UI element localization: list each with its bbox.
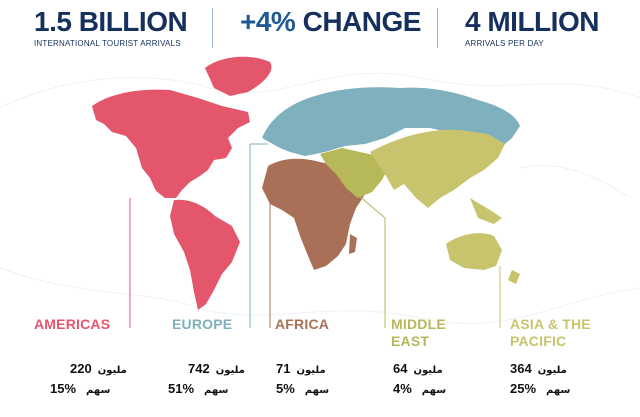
region-europe-shape [262, 87, 520, 156]
stat-change-word: CHANGE [295, 6, 422, 37]
metric-asia-pacific-arrivals: 364 مليون [510, 360, 567, 378]
metric-africa-share: 5% سهم [276, 380, 329, 398]
africa-arrivals-unit: مليون [296, 365, 326, 376]
europe-share-unit: سهم [204, 385, 229, 396]
region-label-middle-east: MIDDLE EAST [391, 316, 446, 350]
metric-middle-east-arrivals: 64 مليون [393, 360, 443, 378]
background-map-outline [0, 72, 640, 325]
region-label-asia-pacific-line1: ASIA & THE [510, 316, 591, 332]
stat-change: +4% CHANGE [240, 8, 421, 36]
metric-europe-arrivals: 742 مليون [188, 360, 245, 378]
connector-middle-east-diagonal [349, 187, 386, 219]
connector-lines [129, 143, 501, 328]
metric-africa-arrivals: 71 مليون [276, 360, 326, 378]
americas-arrivals-value: 220 [70, 361, 92, 376]
region-label-americas: AMERICAS [34, 316, 111, 332]
region-africa-shape [262, 158, 364, 270]
asia-pacific-share-value: 25% [510, 381, 537, 396]
region-middle-east-shape [320, 148, 388, 198]
middle-east-share-value: 4% [393, 381, 412, 396]
europe-arrivals-unit: مليون [215, 365, 245, 376]
region-label-africa: AFRICA [275, 316, 330, 332]
africa-share-value: 5% [276, 381, 295, 396]
region-label-asia-pacific-line2: PACIFIC [510, 333, 567, 349]
asia-pacific-arrivals-unit: مليون [537, 365, 567, 376]
region-label-europe: EUROPE [172, 316, 233, 332]
metric-americas-arrivals: 220 مليون [70, 360, 127, 378]
middle-east-arrivals-value: 64 [393, 361, 408, 376]
africa-share-unit: سهم [304, 385, 330, 396]
metric-asia-pacific-share: 25% سهم [510, 380, 570, 398]
americas-share-unit: سهم [86, 385, 111, 396]
region-label-middle-east-line1: MIDDLE [391, 316, 446, 332]
region-label-asia-pacific: ASIA & THE PACIFIC [510, 316, 591, 350]
metric-americas-share: 15% سهم [50, 380, 110, 398]
middle-east-share-unit: سهم [421, 385, 447, 396]
metric-europe-share: 51% سهم [168, 380, 228, 398]
stat-arrivals-per-day: 4 MILLION ARRIVALS PER DAY [465, 8, 599, 49]
asia-pacific-arrivals-value: 364 [510, 361, 532, 376]
stat-tourist-arrivals: 1.5 BILLION INTERNATIONAL TOURIST ARRIVA… [34, 6, 188, 49]
region-americas-shape [92, 56, 272, 310]
stat-arrivals-per-day-caption: ARRIVALS PER DAY [465, 39, 544, 48]
stat-arrivals-per-day-value: 4 MILLION [465, 6, 599, 37]
stat-change-value: +4% CHANGE [240, 8, 421, 36]
europe-share-value: 51% [168, 381, 195, 396]
middle-east-arrivals-unit: مليون [413, 365, 443, 376]
americas-arrivals-unit: مليون [97, 365, 127, 376]
stat-tourist-arrivals-caption: INTERNATIONAL TOURIST ARRIVALS [34, 39, 181, 48]
metric-middle-east-share: 4% سهم [393, 380, 446, 398]
africa-arrivals-value: 71 [276, 361, 291, 376]
world-map [0, 56, 640, 328]
asia-pacific-share-unit: سهم [546, 385, 571, 396]
americas-share-value: 15% [50, 381, 77, 396]
header-divider [437, 8, 438, 48]
region-asia-pacific-shape [370, 129, 520, 284]
stat-tourist-arrivals-value: 1.5 BILLION [34, 6, 188, 37]
europe-arrivals-value: 742 [188, 361, 210, 376]
region-label-middle-east-line2: EAST [391, 333, 430, 349]
header-divider [212, 8, 213, 48]
stat-change-percent: +4% [240, 6, 296, 37]
